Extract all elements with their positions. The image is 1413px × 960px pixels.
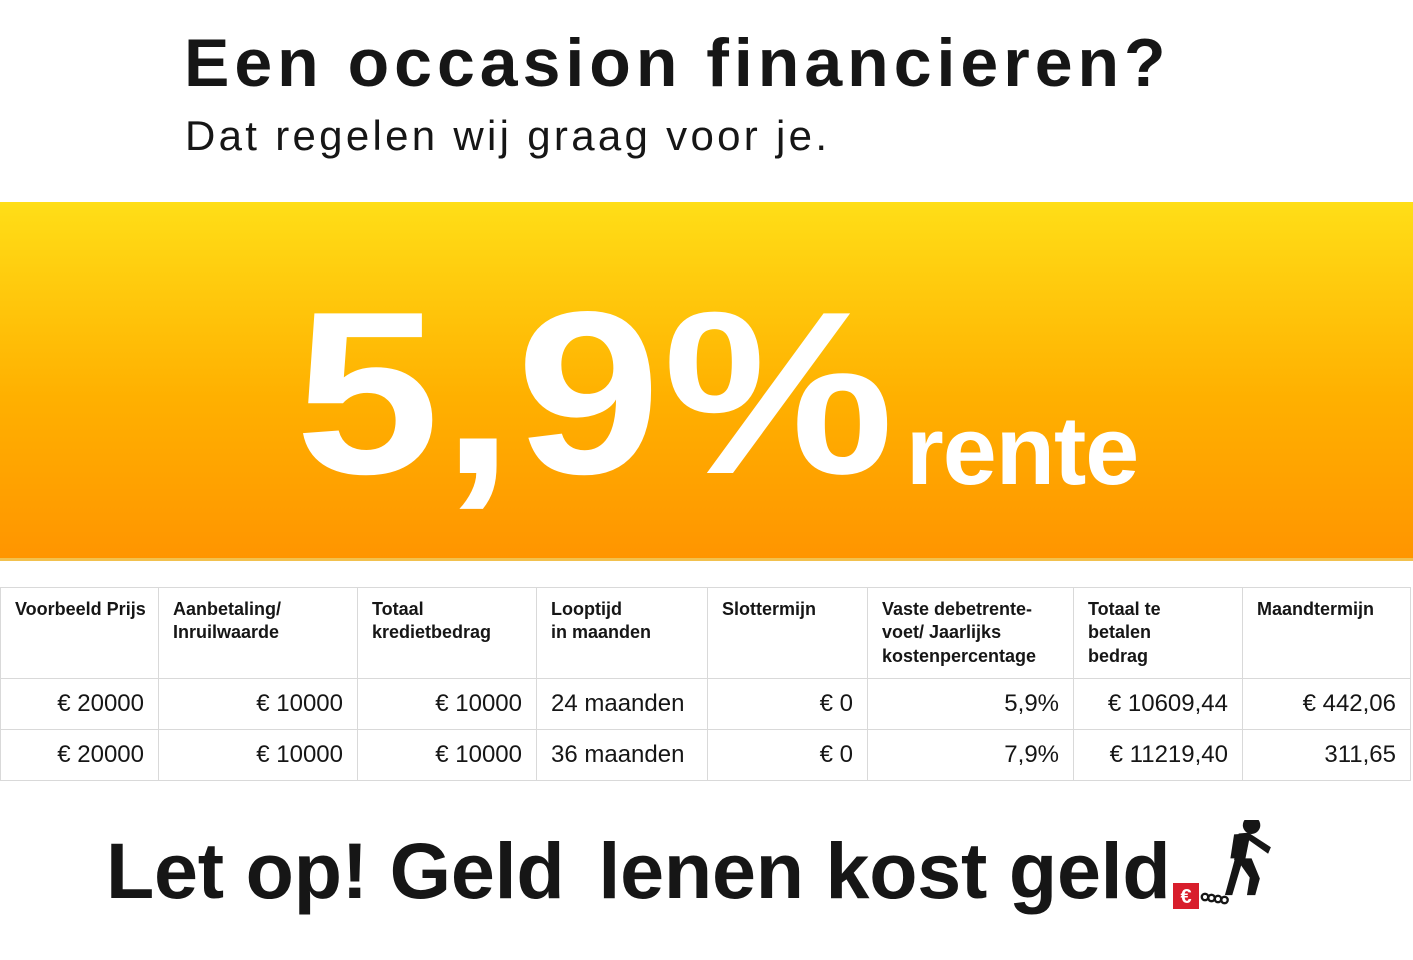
svg-text:€: € [1180,886,1191,908]
